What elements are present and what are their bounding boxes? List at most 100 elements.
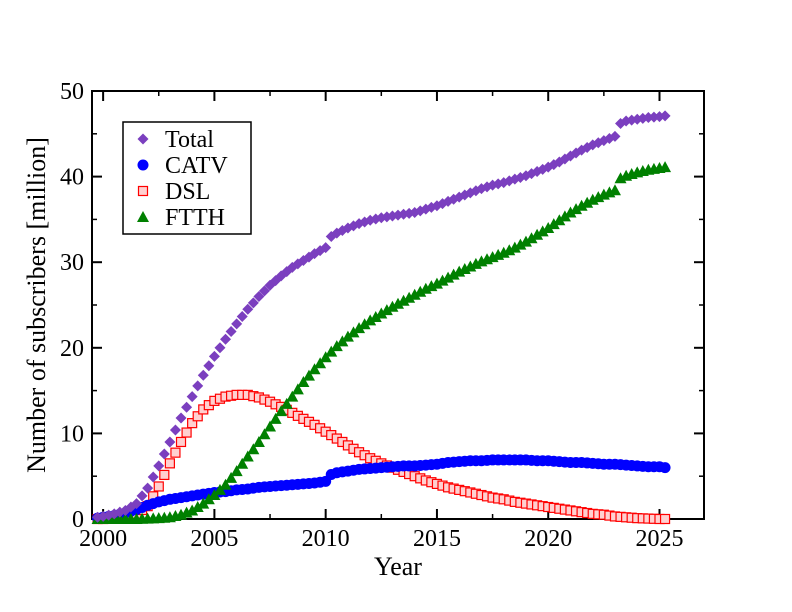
legend-label-ftth: FTTH	[165, 205, 225, 231]
ftth-point	[280, 397, 293, 409]
total-point	[131, 498, 143, 510]
legend-label-total: Total	[165, 127, 214, 153]
ftth-point	[508, 241, 521, 253]
data-series	[91, 110, 672, 525]
x-tick-label: 2020	[524, 526, 572, 552]
y-tick-label: 30	[60, 250, 84, 276]
dsl-point	[659, 513, 671, 525]
ftth-point	[191, 501, 204, 513]
ftth-point	[264, 420, 277, 432]
ftth-point	[236, 457, 249, 469]
ftth-point	[570, 203, 583, 215]
legend-marker-ftth	[137, 211, 149, 222]
total-point	[659, 110, 671, 122]
dsl-point	[192, 411, 203, 422]
total-point	[214, 342, 226, 354]
total-point	[208, 350, 220, 362]
x-tick-label: 2000	[79, 526, 127, 552]
ftth-point	[575, 199, 588, 211]
y-tick-label: 20	[60, 336, 84, 362]
dsl-point	[170, 447, 181, 458]
ftth-point	[297, 376, 310, 388]
total-point	[186, 391, 198, 403]
total-point	[236, 311, 248, 323]
ftth-point	[375, 307, 388, 319]
total-point	[609, 130, 621, 142]
ftth-point	[364, 314, 377, 326]
ftth-point	[275, 405, 288, 417]
ftth-point	[269, 412, 282, 424]
ftth-point	[380, 304, 393, 316]
ftth-point	[319, 351, 332, 363]
total-point	[197, 369, 209, 381]
ftth-point	[542, 221, 555, 233]
series-total	[92, 110, 671, 523]
dsl-point	[187, 418, 198, 429]
ftth-point	[547, 218, 560, 230]
ftth-point	[369, 310, 382, 322]
ftth-point	[302, 369, 315, 381]
ftth-point	[430, 277, 443, 289]
ftth-point	[525, 232, 538, 244]
total-point	[175, 412, 187, 424]
total-point	[142, 482, 154, 494]
ftth-point	[186, 504, 199, 516]
ftth-point	[202, 493, 215, 505]
ftth-point	[447, 268, 460, 280]
ftth-point	[286, 390, 299, 402]
total-point	[220, 333, 232, 345]
dsl-point	[153, 481, 164, 492]
total-point	[164, 436, 176, 448]
ftth-point	[531, 228, 544, 240]
ftth-point	[442, 271, 455, 283]
y-axis-title: Number of subscribers [million]	[22, 137, 51, 473]
total-point	[203, 360, 215, 372]
ftth-point	[659, 161, 672, 173]
total-point	[247, 297, 259, 309]
series-ftth	[91, 161, 672, 524]
y-tick-label: 40	[60, 165, 84, 191]
ftth-point	[403, 291, 416, 303]
ftth-point	[230, 465, 243, 477]
ftth-point	[564, 206, 577, 218]
total-point	[181, 401, 193, 413]
y-tick-label: 0	[72, 507, 84, 533]
legend-marker-total	[137, 133, 149, 145]
ftth-point	[514, 238, 527, 250]
ftth-point	[436, 274, 449, 286]
total-point	[242, 303, 254, 315]
ftth-point	[308, 363, 321, 375]
x-tick-label: 2010	[302, 526, 350, 552]
dsl-point	[159, 469, 170, 481]
legend-marker-dsl	[137, 185, 149, 197]
ftth-point	[258, 428, 271, 440]
x-tick-label: 2015	[413, 526, 461, 552]
legend-label-dsl: DSL	[165, 179, 210, 205]
series-dsl	[92, 389, 671, 525]
ftth-point	[347, 326, 360, 338]
ftth-point	[536, 225, 549, 237]
ftth-point	[553, 214, 566, 226]
dsl-point	[164, 458, 175, 469]
total-point	[136, 490, 148, 502]
ftth-point	[225, 471, 238, 483]
total-point	[192, 380, 204, 392]
total-point	[147, 471, 159, 483]
dsl-point	[181, 427, 192, 438]
ftth-point	[314, 357, 327, 369]
ftth-point	[581, 196, 594, 208]
total-point	[253, 290, 265, 302]
total-point	[158, 448, 170, 460]
total-point	[231, 318, 243, 330]
total-point	[153, 460, 165, 472]
legend-marker-catv	[137, 159, 149, 171]
ftth-point	[247, 443, 260, 455]
ftth-point	[291, 383, 304, 395]
ftth-point	[608, 184, 621, 196]
ftth-point	[252, 435, 265, 447]
ftth-point	[358, 318, 371, 330]
x-axis-title: Year	[374, 552, 422, 581]
axis-ticks: 2000 2005 2010 2015 2020 2025 0 10 20 30 40 50	[60, 79, 704, 552]
dsl-point	[175, 436, 187, 448]
